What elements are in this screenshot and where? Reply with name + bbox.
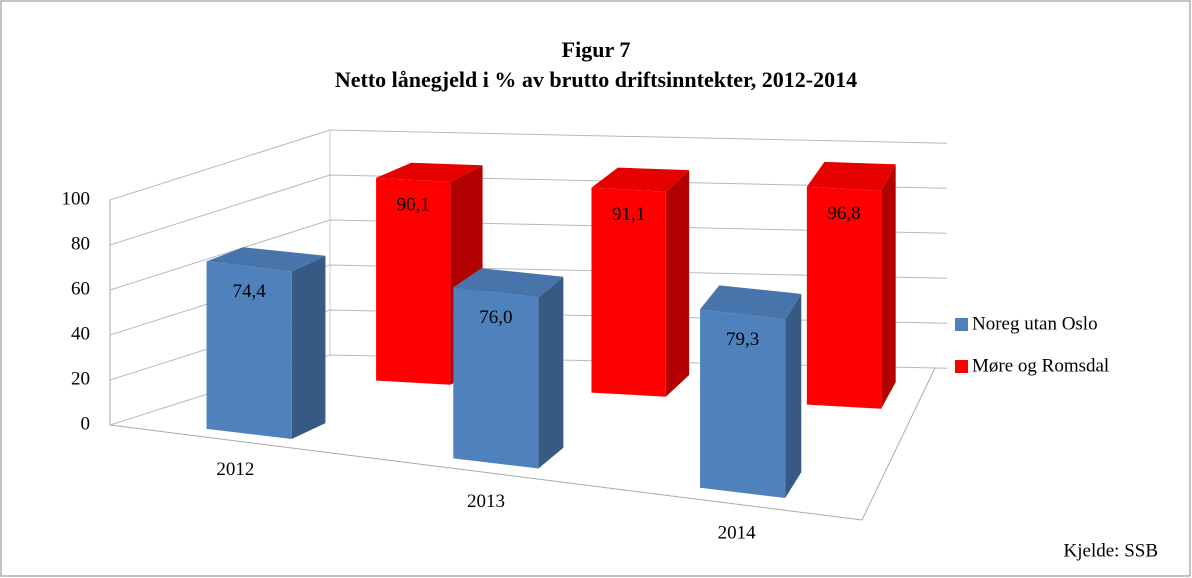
x-tick-label: 2014 — [718, 523, 757, 544]
bar-front — [376, 177, 451, 385]
bar-top — [376, 162, 483, 183]
grid-line — [109, 219, 948, 291]
bar-top — [806, 161, 896, 191]
legend-swatch — [955, 318, 968, 331]
value-label: 74,4 — [232, 281, 266, 302]
chart-subtitle: Netto lånegjeld i % av brutto driftsinnt… — [335, 67, 857, 92]
y-tick-label: 20 — [71, 368, 90, 389]
grid-line — [109, 129, 948, 201]
bar-top — [453, 268, 564, 298]
bar-front — [806, 186, 882, 409]
grid-line — [109, 174, 948, 246]
bar-side — [291, 255, 326, 440]
value-label: 91,1 — [612, 204, 645, 225]
bar-top — [700, 285, 802, 320]
bar — [206, 247, 326, 440]
bar-front — [700, 309, 786, 498]
bar-side — [785, 293, 802, 498]
source-note: Kjelde: SSB — [1064, 540, 1158, 561]
bar — [806, 161, 896, 409]
wall-edge — [109, 200, 936, 521]
x-tick-label: 2012 — [216, 459, 254, 480]
value-label: 96,8 — [827, 203, 860, 224]
legend-swatch — [955, 360, 968, 373]
chart-title: Figur 7 — [562, 37, 631, 62]
y-tick-label: 0 — [81, 413, 91, 434]
bar-front — [206, 261, 292, 440]
legend-label: Noreg utan Oslo — [972, 313, 1098, 334]
bar-top — [591, 167, 690, 192]
bar — [700, 285, 802, 498]
legend-label: Møre og Romsdal — [972, 355, 1109, 376]
bar-side — [538, 276, 564, 469]
x-tick-label: 2013 — [467, 491, 505, 512]
value-label: 76,0 — [479, 307, 512, 328]
bar-side — [881, 164, 896, 409]
y-tick-label: 40 — [71, 323, 90, 344]
value-label: 90,1 — [397, 194, 430, 215]
bar-front — [591, 187, 666, 397]
grid-line — [109, 264, 948, 336]
bar-side — [665, 170, 690, 397]
value-label: 79,3 — [726, 329, 759, 350]
bar — [591, 167, 690, 397]
bar — [453, 268, 564, 469]
y-tick-label: 60 — [71, 278, 90, 299]
y-tick-label: 80 — [71, 233, 90, 254]
bar-front — [453, 287, 539, 469]
bar-top — [206, 247, 326, 272]
y-tick-label: 100 — [62, 188, 91, 209]
